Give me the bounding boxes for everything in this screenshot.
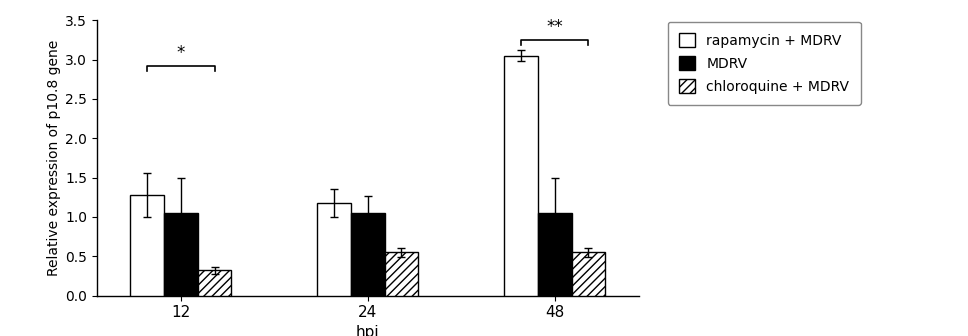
Bar <box>538 213 571 296</box>
Text: **: ** <box>546 18 563 36</box>
Bar <box>504 55 538 296</box>
X-axis label: hpi: hpi <box>356 325 379 336</box>
Bar <box>318 203 351 296</box>
Bar <box>351 213 384 296</box>
Legend: rapamycin + MDRV, MDRV, chloroquine + MDRV: rapamycin + MDRV, MDRV, chloroquine + MD… <box>668 22 861 105</box>
Y-axis label: Relative expression of p10.8 gene: Relative expression of p10.8 gene <box>46 40 61 276</box>
Bar <box>131 195 165 296</box>
Bar <box>384 252 418 296</box>
Bar <box>571 252 605 296</box>
Bar <box>197 270 231 296</box>
Bar <box>165 213 197 296</box>
Text: *: * <box>177 44 185 62</box>
